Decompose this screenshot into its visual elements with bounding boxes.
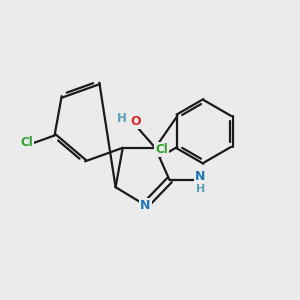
Text: H: H xyxy=(116,112,126,124)
Text: O: O xyxy=(131,115,141,128)
Text: Cl: Cl xyxy=(155,143,168,156)
Text: Cl: Cl xyxy=(20,136,33,149)
Text: N: N xyxy=(140,199,151,212)
Text: N: N xyxy=(195,170,206,183)
Text: H: H xyxy=(196,184,205,194)
